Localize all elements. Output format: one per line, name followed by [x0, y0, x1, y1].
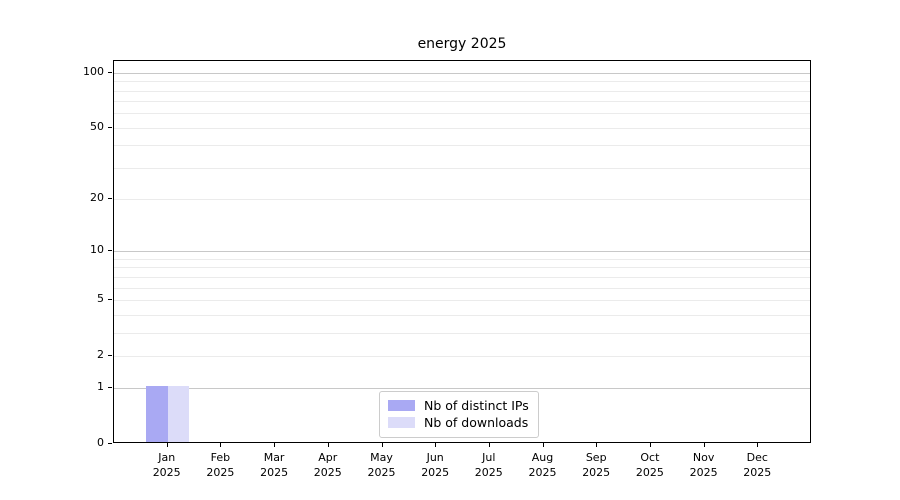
x-tick-label: Feb 2025	[206, 451, 235, 479]
y-tick-mark	[108, 250, 112, 252]
x-tick-label: Dec 2025	[743, 451, 772, 479]
x-tick-label: Jun 2025	[421, 451, 450, 479]
legend: Nb of distinct IPs Nb of downloads	[379, 391, 539, 438]
y-tick-label: 2	[97, 347, 104, 361]
x-tick-label: Sep 2025	[582, 451, 611, 479]
legend-label-downloads: Nb of downloads	[424, 415, 529, 430]
x-tick-mark	[703, 443, 705, 447]
y-tick-label: 10	[90, 243, 104, 257]
x-tick-label: Nov 2025	[689, 451, 718, 479]
x-tick-mark	[488, 443, 490, 447]
y-tick-label: 100	[83, 64, 104, 78]
bar-nb-of-downloads	[167, 386, 190, 442]
gridline-major	[114, 388, 810, 390]
gridline-major	[114, 72, 810, 74]
plot-area: Nb of distinct IPs Nb of downloads	[113, 60, 811, 443]
x-tick-mark	[274, 443, 276, 447]
x-tick-mark	[381, 443, 383, 447]
x-tick-mark	[649, 443, 651, 447]
y-tick-mark	[108, 198, 112, 200]
y-tick-label: 1	[97, 380, 104, 394]
y-tick-label: 50	[90, 119, 104, 133]
y-tick-label: 0	[97, 436, 104, 449]
gridline-minor	[114, 355, 810, 357]
y-tick-mark	[108, 354, 112, 356]
bar-nb-of-distinct-ips	[146, 386, 168, 442]
y-tick-mark	[108, 387, 112, 389]
gridline-minor	[114, 101, 810, 103]
y-tick-label: 5	[97, 291, 104, 305]
x-tick-label: Oct 2025	[635, 451, 664, 479]
legend-item-distinct-ips: Nb of distinct IPs	[388, 397, 529, 414]
gridline-minor	[114, 276, 810, 278]
gridline-minor	[114, 199, 810, 201]
legend-item-downloads: Nb of downloads	[388, 414, 529, 431]
gridline-minor	[114, 127, 810, 129]
x-tick-mark	[327, 443, 329, 447]
x-tick-label: Jan 2025	[152, 451, 181, 479]
y-tick-mark	[108, 298, 112, 300]
legend-label-distinct-ips: Nb of distinct IPs	[424, 398, 529, 413]
gridline-minor	[114, 90, 810, 92]
gridline-minor	[114, 145, 810, 147]
y-tick-label: 20	[90, 191, 104, 205]
x-tick-mark	[220, 443, 222, 447]
y-tick-mark	[108, 443, 112, 444]
x-tick-label: Mar 2025	[260, 451, 289, 479]
gridline-minor	[114, 81, 810, 83]
x-tick-label: Apr 2025	[313, 451, 342, 479]
gridline-major	[114, 251, 810, 253]
gridline-minor	[114, 167, 810, 169]
y-tick-mark	[108, 126, 112, 128]
legend-swatch-downloads	[388, 417, 415, 428]
x-tick-mark	[166, 443, 168, 447]
x-tick-mark	[596, 443, 598, 447]
x-tick-mark	[542, 443, 544, 447]
gridline-minor	[114, 113, 810, 115]
gridline-minor	[114, 314, 810, 316]
x-tick-label: Aug 2025	[528, 451, 557, 479]
x-tick-mark	[435, 443, 437, 447]
x-tick-label: Jul 2025	[474, 451, 503, 479]
gridline-minor	[114, 258, 810, 260]
gridline-minor	[114, 332, 810, 334]
legend-swatch-distinct-ips	[388, 400, 415, 411]
gridline-minor	[114, 267, 810, 269]
x-tick-label: May 2025	[367, 451, 396, 479]
y-tick-mark	[108, 71, 112, 73]
chart-title: energy 2025	[417, 36, 507, 52]
x-tick-mark	[757, 443, 759, 447]
gridline-minor	[114, 287, 810, 289]
gridline-minor	[114, 299, 810, 301]
